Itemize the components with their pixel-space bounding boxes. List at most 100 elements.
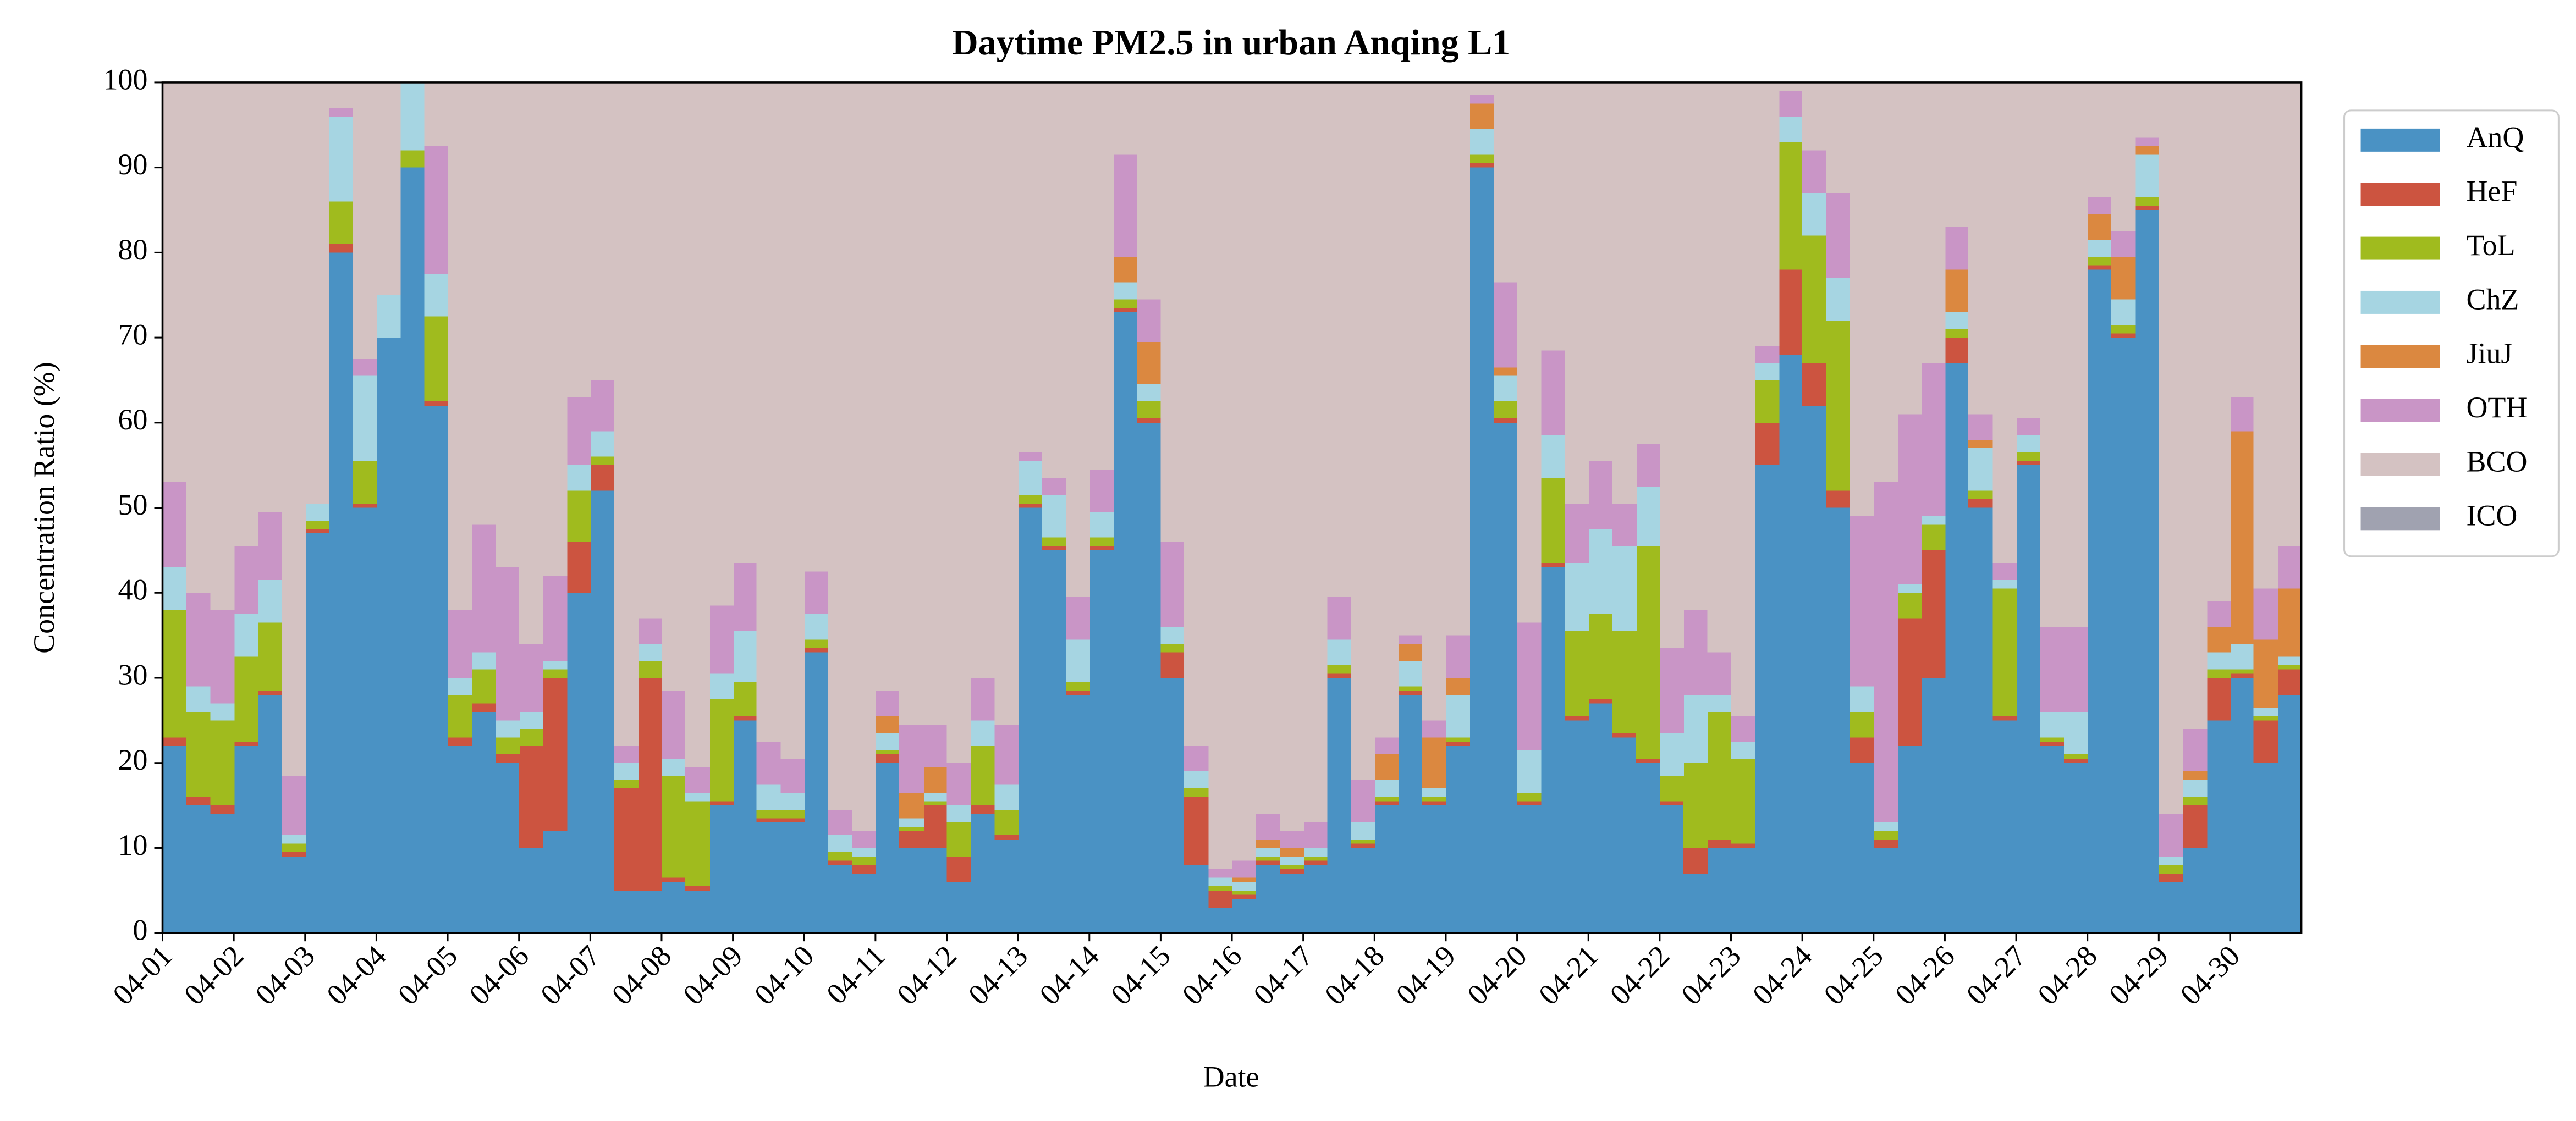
area-segment [1279, 869, 1304, 874]
area-segment [542, 82, 568, 576]
area-segment [2159, 882, 2183, 934]
area-segment [2253, 639, 2279, 708]
area-segment [1802, 405, 1827, 934]
area-segment [638, 661, 663, 678]
area-segment [1445, 694, 1470, 738]
area-segment [1802, 150, 1827, 194]
area-segment [210, 82, 235, 610]
area-segment [2253, 588, 2279, 640]
area-segment [2182, 780, 2208, 797]
area-segment [1113, 282, 1138, 300]
area-segment [1968, 507, 1994, 934]
area-segment [1160, 677, 1185, 934]
area-segment [733, 720, 757, 934]
area-segment [1184, 865, 1209, 934]
area-segment [1540, 478, 1566, 564]
y-tick-label: 100 [103, 63, 148, 96]
area-segment [709, 699, 734, 802]
area-segment [2039, 742, 2065, 746]
area-segment [1422, 788, 1447, 797]
area-segment [1113, 154, 1138, 257]
area-segment [1921, 524, 1946, 550]
area-segment [1137, 299, 1162, 342]
legend-swatch [2360, 183, 2440, 206]
area-segment [281, 775, 306, 836]
area-segment [1232, 860, 1257, 878]
area-segment [162, 567, 187, 610]
area-segment [1422, 720, 1447, 738]
area-segment [638, 890, 663, 934]
area-segment [1018, 495, 1043, 504]
area-segment [542, 669, 568, 678]
area-segment [1802, 363, 1827, 406]
area-segment [590, 380, 615, 432]
y-tick-label: 90 [118, 148, 148, 181]
legend-swatch [2360, 507, 2440, 531]
area-segment [1897, 618, 1922, 746]
area-segment [519, 848, 543, 934]
area-segment [756, 822, 781, 934]
area-segment [780, 792, 805, 810]
area-segment [328, 252, 354, 934]
area-segment [2135, 154, 2160, 197]
area-segment [590, 490, 615, 934]
area-segment [1041, 546, 1067, 550]
area-segment [2230, 644, 2254, 670]
area-segment [685, 792, 711, 802]
area-segment [2087, 265, 2112, 270]
area-segment [2206, 601, 2231, 627]
area-segment [542, 576, 568, 661]
area-segment [661, 82, 686, 691]
area-segment [1041, 82, 1067, 478]
area-segment [2063, 758, 2088, 763]
area-segment [2063, 82, 2088, 627]
area-segment [2039, 711, 2065, 738]
area-segment [1374, 754, 1399, 780]
area-segment [1945, 363, 1969, 934]
area-segment [685, 767, 711, 793]
area-segment [471, 669, 497, 704]
area-segment [519, 82, 543, 644]
area-segment [1683, 694, 1708, 763]
area-segment [1873, 482, 1898, 823]
area-segment [2063, 754, 2088, 759]
area-segment [852, 848, 877, 857]
area-segment [234, 546, 258, 614]
area-segment [1089, 512, 1114, 538]
area-segment [1493, 375, 1518, 402]
area-segment [1326, 639, 1352, 665]
area-segment [495, 720, 520, 738]
area-segment [1326, 597, 1352, 640]
area-segment [661, 691, 686, 759]
area-segment [828, 82, 853, 810]
area-segment [756, 742, 781, 785]
area-segment [1160, 82, 1185, 542]
legend-label: AnQ [2466, 120, 2524, 153]
legend: AnQ HeF ToL ChZ JiuJ OTH BCO ICO [2343, 109, 2560, 557]
area-segment [1873, 82, 1898, 483]
area-segment [1137, 401, 1162, 419]
area-segment [1540, 563, 1566, 567]
area-segment [1445, 746, 1470, 934]
area-segment [186, 686, 211, 712]
legend-swatch [2360, 345, 2440, 368]
area-segment [1731, 82, 1755, 716]
area-segment [946, 856, 971, 882]
series-bco [162, 82, 2302, 870]
area-segment [1945, 338, 1969, 363]
area-segment [1873, 848, 1898, 934]
area-segment [2206, 720, 2231, 934]
area-segment [946, 805, 971, 823]
area-segment [1469, 82, 1495, 96]
area-segment [1113, 257, 1138, 283]
area-segment [1398, 691, 1423, 695]
area-segment [1398, 694, 1423, 934]
area-segment [1825, 321, 1851, 491]
area-segment [1779, 269, 1803, 355]
area-segment [328, 82, 354, 108]
area-segment [970, 720, 995, 746]
area-segment [756, 82, 781, 742]
area-segment [186, 593, 211, 687]
area-segment [2016, 461, 2041, 466]
area-segment [1731, 848, 1755, 934]
